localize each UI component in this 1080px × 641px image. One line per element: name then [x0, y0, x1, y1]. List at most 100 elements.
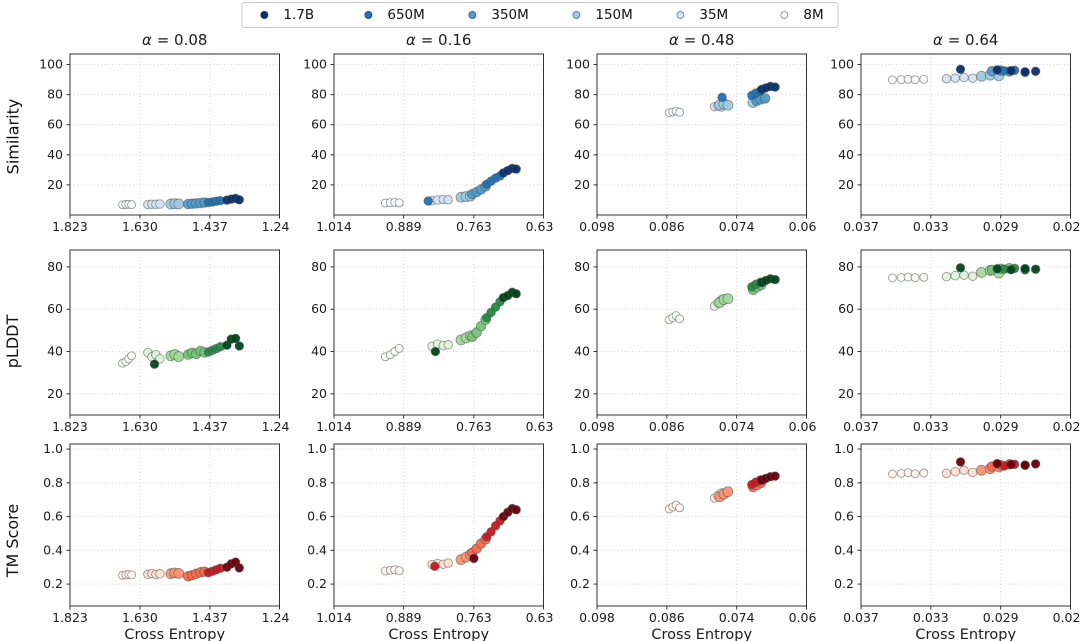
scatter-point-8m	[127, 570, 137, 580]
panel-title: α = 0.08	[142, 31, 207, 49]
x-tick-label: 0.763	[455, 219, 491, 234]
x-tick-label: 0.098	[579, 419, 615, 434]
tick-marks	[330, 64, 544, 219]
x-tick-label: 0.638	[525, 219, 553, 234]
x-tick-label: 0.074	[719, 610, 755, 625]
scatter-point-1.7b	[230, 333, 241, 344]
y-tick-label: 40	[838, 147, 854, 162]
scatter-point-8m	[675, 107, 685, 117]
x-tick-label: 1.437	[192, 219, 228, 234]
y-tick-label: 20	[311, 177, 327, 192]
x-tick-label: 0.062	[789, 419, 817, 434]
scatter-point-8m	[394, 566, 404, 576]
tick-marks	[66, 266, 280, 419]
x-tick-label: 0.025	[1052, 610, 1080, 625]
scatter-point-1.7b	[1019, 263, 1030, 274]
row-label-tm-score: TM Score	[0, 440, 26, 641]
plot-grid: Similarity 1.823 1.630 1.437 1.245 20 40 60 80 10…	[0, 30, 1080, 641]
scatter-point-35m	[442, 340, 453, 350]
scatter-point-1.7b	[955, 457, 965, 467]
tick-marks	[593, 448, 807, 610]
x-tick-label: 0.074	[719, 219, 755, 234]
scatter-point-8m	[887, 75, 897, 85]
tick-marks	[593, 266, 807, 419]
panel-tm-score--0.64: 0.037 0.033 0.029 0.025 0.2 0.4 0.6 0.8 1.0 Cross…	[834, 441, 1080, 641]
y-tick-label: 80	[311, 87, 327, 102]
panel-tm-score--0.48: 0.098 0.086 0.074 0.062 0.2 0.4 0.6 0.8 1.0 Cross…	[570, 441, 824, 641]
scatter-points	[887, 457, 1040, 479]
tick-labels: 0.037 0.033 0.029 0.025 0.2 0.4 0.6 0.8 1.0	[834, 441, 1080, 625]
gridlines	[69, 250, 280, 415]
y-tick-label: 20	[47, 386, 63, 401]
scatter-points	[118, 193, 245, 210]
scatter-point-1.7b	[1005, 65, 1016, 76]
tick-labels: 0.098 0.086 0.074 0.062 0.2 0.4 0.6 0.8 1.0	[570, 441, 824, 625]
scatter-point-1.7b	[1030, 264, 1040, 274]
scatter-point-35m	[442, 195, 453, 205]
axes-spines	[860, 249, 1071, 416]
scatter-point-8m	[910, 273, 920, 283]
panel-tm-score--0.08: 1.823 1.630 1.437 1.245 0.2 0.4 0.6 0.8 1.0 Cross…	[43, 441, 297, 641]
legend-marker-icon	[572, 11, 581, 19]
scatter-point-35m	[941, 468, 951, 479]
scatter-point-35m	[967, 271, 977, 281]
gridlines	[333, 250, 544, 415]
panel-cell: 1.014 0.889 0.763 0.638 20 40 60 80 100 α = 0.16	[290, 30, 561, 242]
panel-plddt--0.16: 1.014 0.889 0.763 0.638 20 40 60 80	[311, 249, 561, 434]
y-tick-label: 60	[311, 117, 327, 132]
y-tick-label: 100	[303, 57, 327, 72]
x-tick-label: 0.098	[579, 219, 615, 234]
axes-spines	[69, 443, 280, 607]
y-axis-title: pLDDT	[3, 314, 23, 368]
y-tick-label: 1.0	[570, 441, 590, 456]
scatter-point-8m	[887, 469, 897, 479]
y-tick-label: 60	[574, 301, 590, 316]
x-tick-label: 0.033	[912, 610, 948, 625]
y-tick-label: 80	[47, 259, 63, 274]
scatter-point-35m	[941, 271, 951, 282]
scatter-point-150m	[722, 99, 734, 111]
scatter-point-1.7b	[510, 289, 521, 299]
y-tick-label: 80	[574, 87, 590, 102]
legend-entry-350m: 350M	[468, 7, 572, 23]
scatter-point-1.7b	[510, 164, 521, 174]
axes-spines	[333, 249, 544, 416]
legend-entry-1.7b: 1.7B	[260, 7, 364, 23]
panel-similarity--0.16: 1.014 0.889 0.763 0.638 20 40 60 80 100 α = 0.16	[303, 31, 561, 234]
panel-similarity--0.08: 1.823 1.630 1.437 1.245 20 40 60 80 100 α = 0.08	[39, 31, 297, 234]
scatter-point-1.7b	[770, 82, 780, 92]
y-tick-label: 60	[838, 117, 854, 132]
scatter-points	[887, 262, 1040, 283]
scatter-point-8m	[127, 200, 137, 210]
panel-cell: 0.098 0.086 0.074 0.062 20 40 60 80 100 α = 0.48	[553, 30, 824, 242]
gridlines	[596, 444, 807, 606]
x-tick-label: 0.086	[649, 610, 685, 625]
y-tick-label: 0.4	[307, 542, 327, 557]
x-tick-label: 1.630	[122, 419, 158, 434]
x-tick-label: 1.823	[52, 419, 88, 434]
scatter-point-1.7b	[430, 346, 440, 357]
tick-labels: 0.098 0.086 0.074 0.062 20 40 60 80 100	[566, 57, 824, 234]
x-tick-label: 1.245	[262, 610, 290, 625]
panel-cell: 1.014 0.889 0.763 0.638 0.2 0.4 0.6 0.8 1.0 Cross…	[290, 440, 561, 641]
y-tick-label: 0.4	[834, 542, 854, 557]
x-tick-label: 0.037	[843, 419, 879, 434]
panel-title: α = 0.48	[669, 31, 734, 49]
legend-entry-650m: 650M	[364, 7, 468, 23]
y-tick-label: 1.0	[43, 441, 63, 456]
y-tick-label: 20	[47, 177, 63, 192]
legend-label: 650M	[387, 7, 425, 23]
x-tick-label: 0.086	[649, 219, 685, 234]
x-tick-label: 1.014	[316, 610, 352, 625]
tick-marks	[857, 266, 1071, 419]
x-tick-label: 1.823	[52, 219, 88, 234]
y-tick-label: 0.6	[570, 509, 590, 524]
scatter-points	[118, 333, 245, 369]
y-tick-label: 0.2	[43, 576, 63, 591]
gridlines	[596, 54, 807, 215]
y-tick-label: 100	[566, 57, 590, 72]
y-tick-label: 40	[574, 344, 590, 359]
scatter-points	[887, 64, 1040, 85]
x-tick-label: 1.630	[122, 610, 158, 625]
